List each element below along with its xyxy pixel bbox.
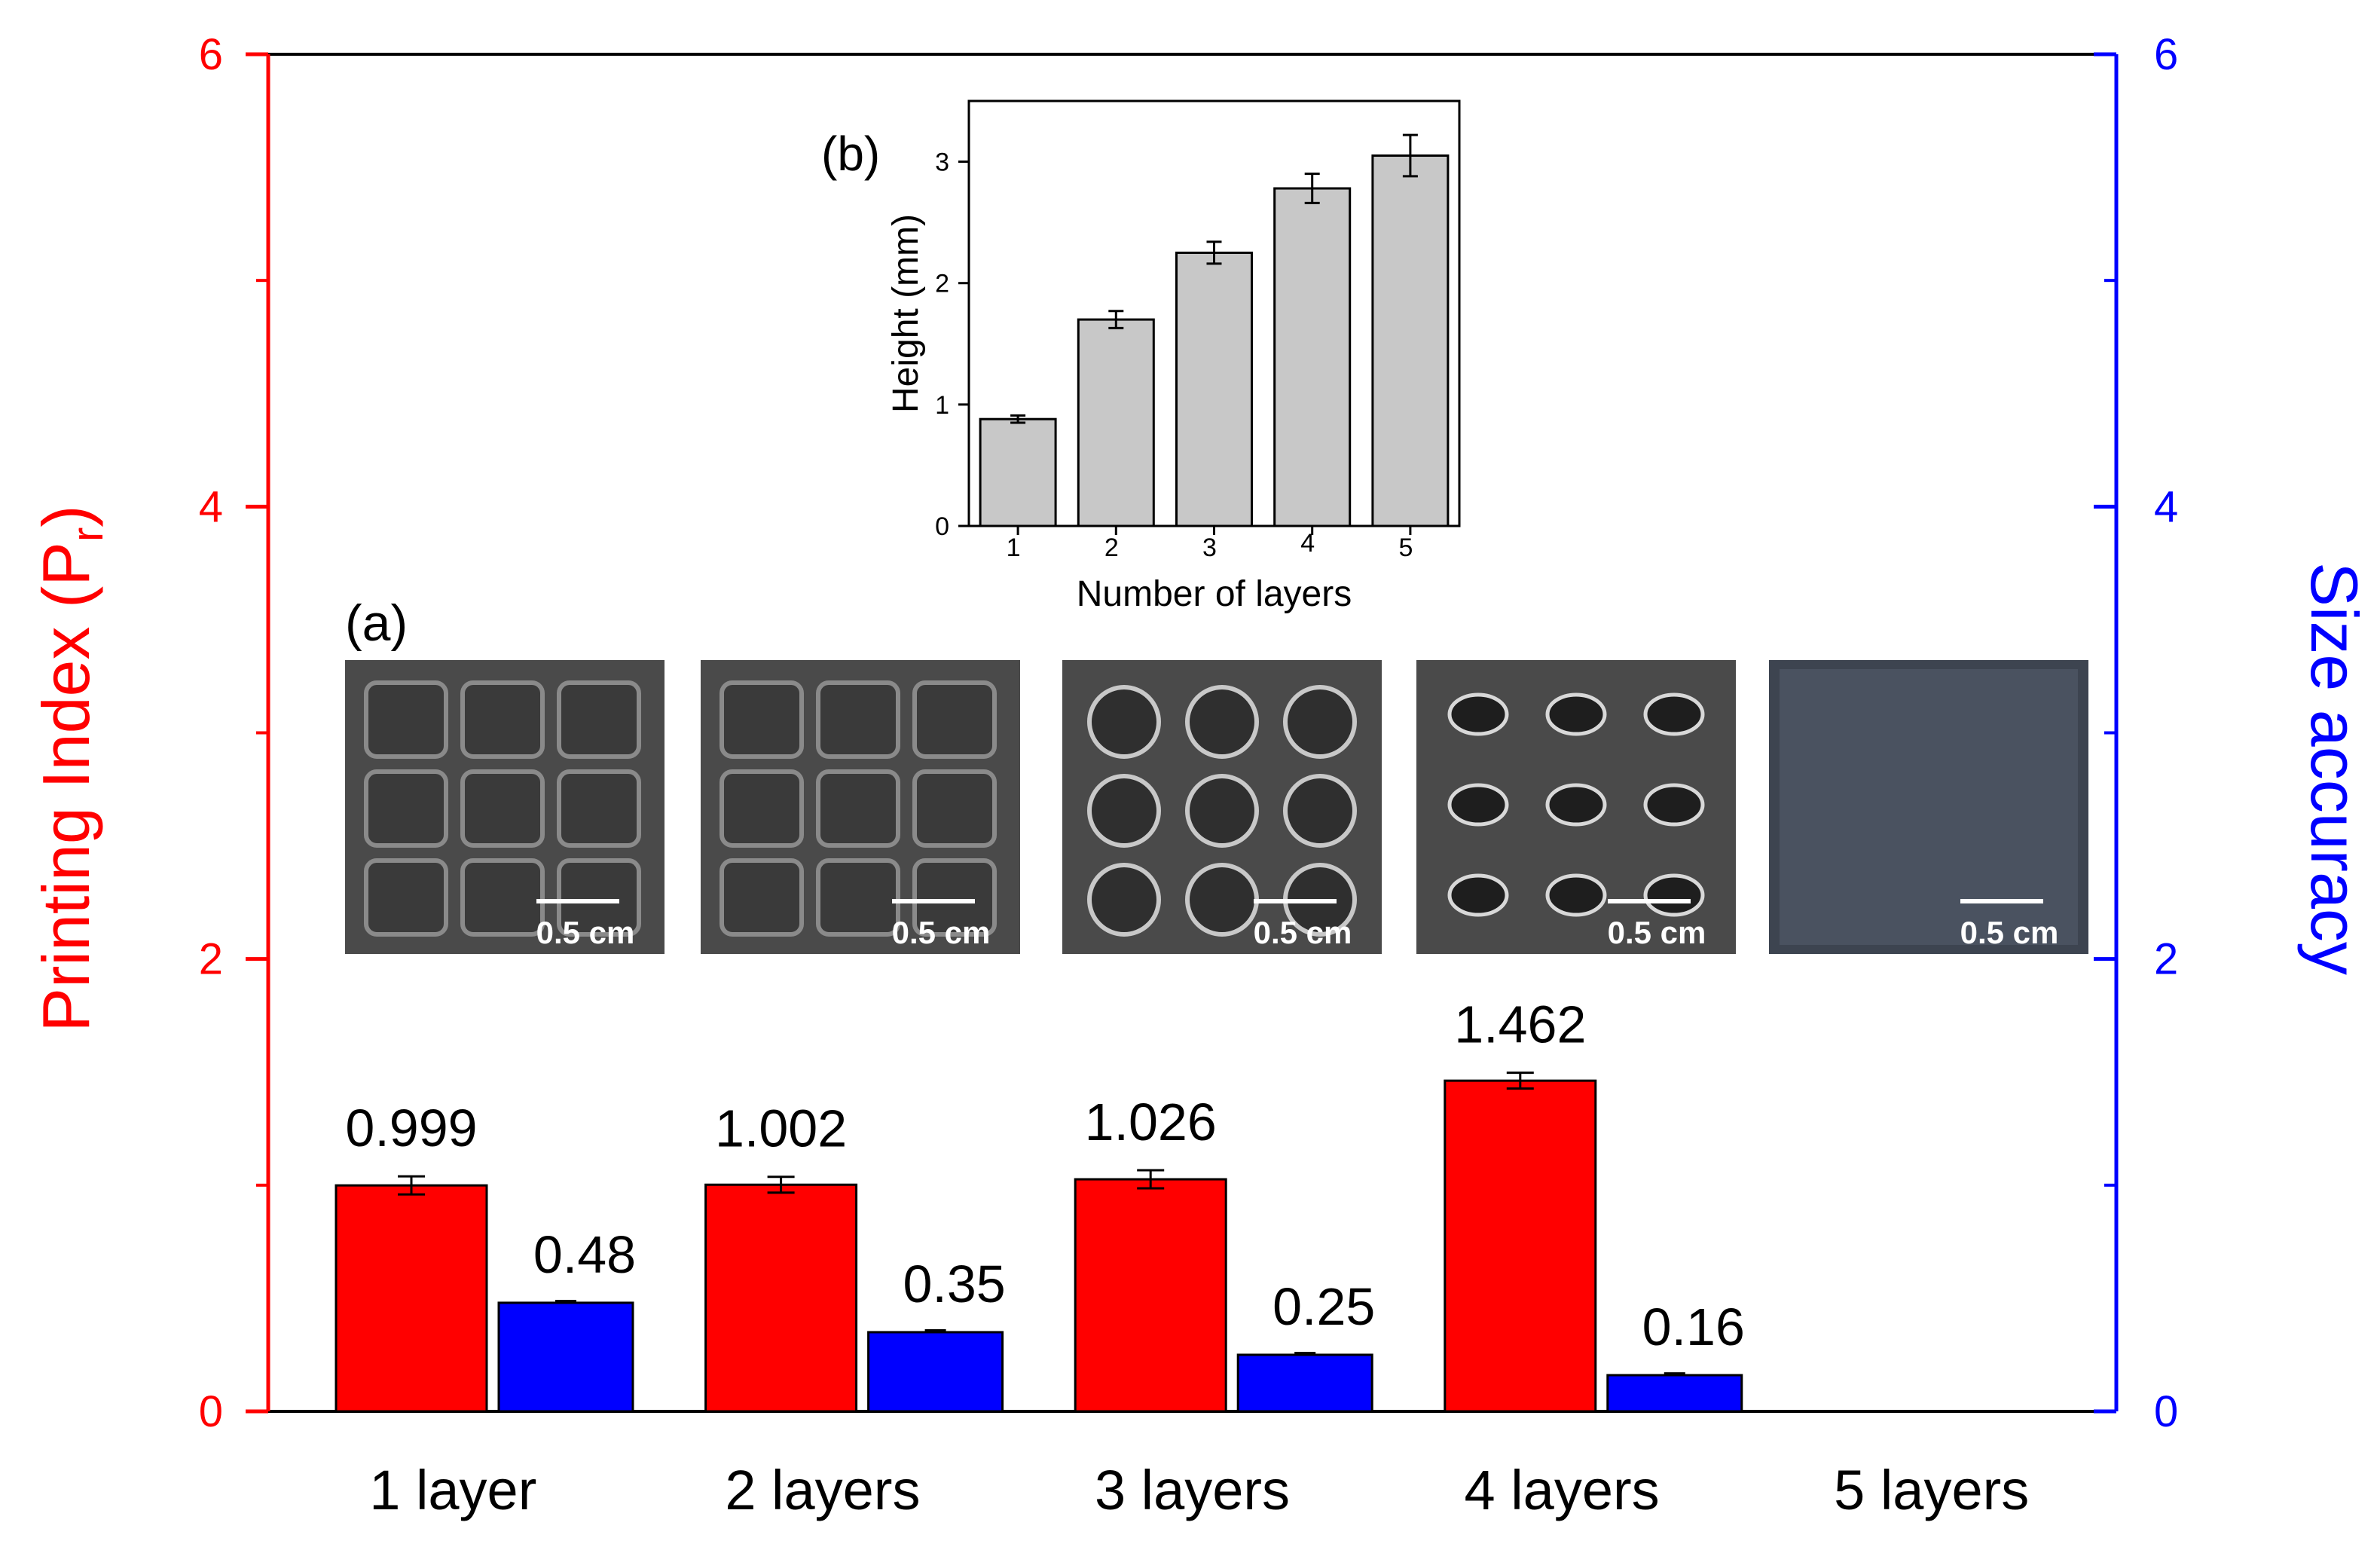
photo-cell	[1087, 774, 1161, 848]
photo-cell	[364, 858, 448, 937]
size-accuracy-value-label: 0.35	[903, 1255, 1005, 1313]
main-plot: 0 2 4 6 0 2 4 6 Printing Index (Pr) Size accuracy…	[29, 30, 2372, 1521]
inset-x-axis-title: Number of layers	[1077, 574, 1352, 614]
printing-index-value-label: 1.002	[715, 1099, 847, 1158]
photo-cell	[816, 680, 900, 759]
right-axis-title: Size accuracy	[2297, 562, 2372, 975]
inset-x-tick-label: 4	[1300, 529, 1315, 558]
photo-cell	[1447, 783, 1509, 827]
scale-bar-label: 0.5 cm	[1608, 915, 1706, 950]
inset-y-tick-label: 0	[935, 512, 949, 541]
right-tick-label: 4	[2154, 482, 2178, 531]
photo-cell	[364, 769, 448, 848]
photo-cell	[557, 680, 641, 759]
photo-cell	[1447, 692, 1509, 736]
left-axis-title: Printing Index (Pr)	[29, 505, 112, 1032]
printing-index-value-label: 0.999	[345, 1099, 477, 1157]
left-tick-label: 0	[199, 1387, 223, 1436]
inset-x-tick-label: 5	[1398, 533, 1413, 562]
photo-cell	[1545, 692, 1607, 736]
photo-cell	[1283, 774, 1357, 848]
height-bar	[1273, 187, 1352, 527]
size-accuracy-value-label: 0.48	[533, 1225, 636, 1284]
photo-cell	[816, 769, 900, 848]
photo-cell	[816, 858, 900, 937]
photo-film	[1780, 669, 2078, 945]
right-tick-label: 2	[2154, 935, 2178, 984]
inset-y-tick-label: 1	[935, 391, 949, 420]
photo-4-layers: 0.5 cm	[1416, 660, 1736, 954]
inset-y-tick-label: 2	[935, 270, 949, 298]
left-tick-label: 4	[199, 482, 223, 531]
x-tick-label: 4 layers	[1465, 1459, 1660, 1521]
inset-x-tick-label: 1	[1007, 533, 1021, 562]
panel-label-a: (a)	[345, 595, 408, 652]
printing-index-value-label: 1.462	[1454, 995, 1586, 1054]
x-tick-label: 3 layers	[1095, 1459, 1290, 1521]
photo-cell	[1185, 774, 1259, 848]
x-tick-label: 1 layer	[369, 1459, 536, 1521]
photo-cell	[1643, 873, 1705, 917]
photo-cell	[460, 680, 545, 759]
photo-3-layers: 0.5 cm	[1062, 660, 1382, 954]
height-bar	[979, 417, 1057, 527]
scale-bar-label: 0.5 cm	[892, 915, 991, 950]
printing-index-bar	[335, 1184, 488, 1413]
photo-cell	[460, 769, 545, 848]
size-accuracy-bar	[1236, 1353, 1373, 1413]
photo-cell	[912, 769, 997, 848]
height-bar	[1175, 251, 1253, 527]
size-accuracy-bar	[497, 1301, 634, 1413]
photo-cell	[1643, 783, 1705, 827]
inset-y-axis-title: Height (mm)	[886, 214, 926, 413]
left-tick-label: 6	[199, 30, 223, 79]
photo-cell	[1283, 685, 1357, 759]
scale-bar-label: 0.5 cm	[536, 915, 635, 950]
printing-index-value-label: 1.026	[1085, 1093, 1217, 1151]
inset-x-tick-label: 2	[1104, 533, 1119, 562]
x-tick-label: 2 layers	[725, 1459, 920, 1521]
height-bar	[1077, 318, 1155, 527]
photo-2-layers: 0.5 cm	[701, 660, 1020, 954]
right-tick-label: 0	[2154, 1387, 2178, 1436]
inset-plot: 0 1 2 3 1 2 3 4 5 Number of layers Height (mm)(b)	[821, 99, 1461, 614]
photo-1-layer: 0.5 cm	[345, 660, 665, 954]
height-bar	[1371, 154, 1450, 527]
photo-strip: 0.5 cm 0.5 cm 0.5 cm 0.5 cm 0.5 cm	[345, 660, 2088, 954]
photo-cell	[1087, 863, 1161, 937]
scale-bar-label: 0.5 cm	[1254, 915, 1352, 950]
photo-cell	[1643, 692, 1705, 736]
photo-cell	[1545, 783, 1607, 827]
photo-cell	[1087, 685, 1161, 759]
scale-bar-label: 0.5 cm	[1960, 915, 2059, 950]
photo-cell	[1185, 863, 1259, 937]
size-accuracy-bar	[1606, 1374, 1743, 1413]
panel-label-b: (b)	[821, 127, 880, 181]
photo-cell	[912, 858, 997, 937]
photo-cell	[719, 680, 804, 759]
x-tick-label: 5 layers	[1834, 1459, 2029, 1521]
left-tick-label: 2	[199, 935, 223, 984]
photo-cell	[1545, 873, 1607, 917]
photo-cell	[1447, 873, 1509, 917]
right-tick-label: 6	[2154, 30, 2178, 79]
photo-cell	[557, 769, 641, 848]
photo-cell	[719, 769, 804, 848]
photo-cell	[364, 680, 448, 759]
photo-cell	[557, 858, 641, 937]
inset-y-tick-label: 3	[935, 148, 949, 177]
printing-index-bar	[1074, 1178, 1227, 1413]
photo-cell	[912, 680, 997, 759]
size-accuracy-bar	[867, 1331, 1004, 1413]
photo-5-layers: 0.5 cm	[1769, 660, 2088, 954]
printing-index-bar	[704, 1183, 858, 1413]
photo-cell	[460, 858, 545, 937]
printing-index-bar	[1444, 1079, 1597, 1413]
photo-cell	[1185, 685, 1259, 759]
photo-cell	[719, 858, 804, 937]
inset-x-tick-label: 3	[1202, 533, 1217, 562]
size-accuracy-value-label: 0.25	[1272, 1277, 1375, 1336]
size-accuracy-value-label: 0.16	[1642, 1298, 1745, 1356]
